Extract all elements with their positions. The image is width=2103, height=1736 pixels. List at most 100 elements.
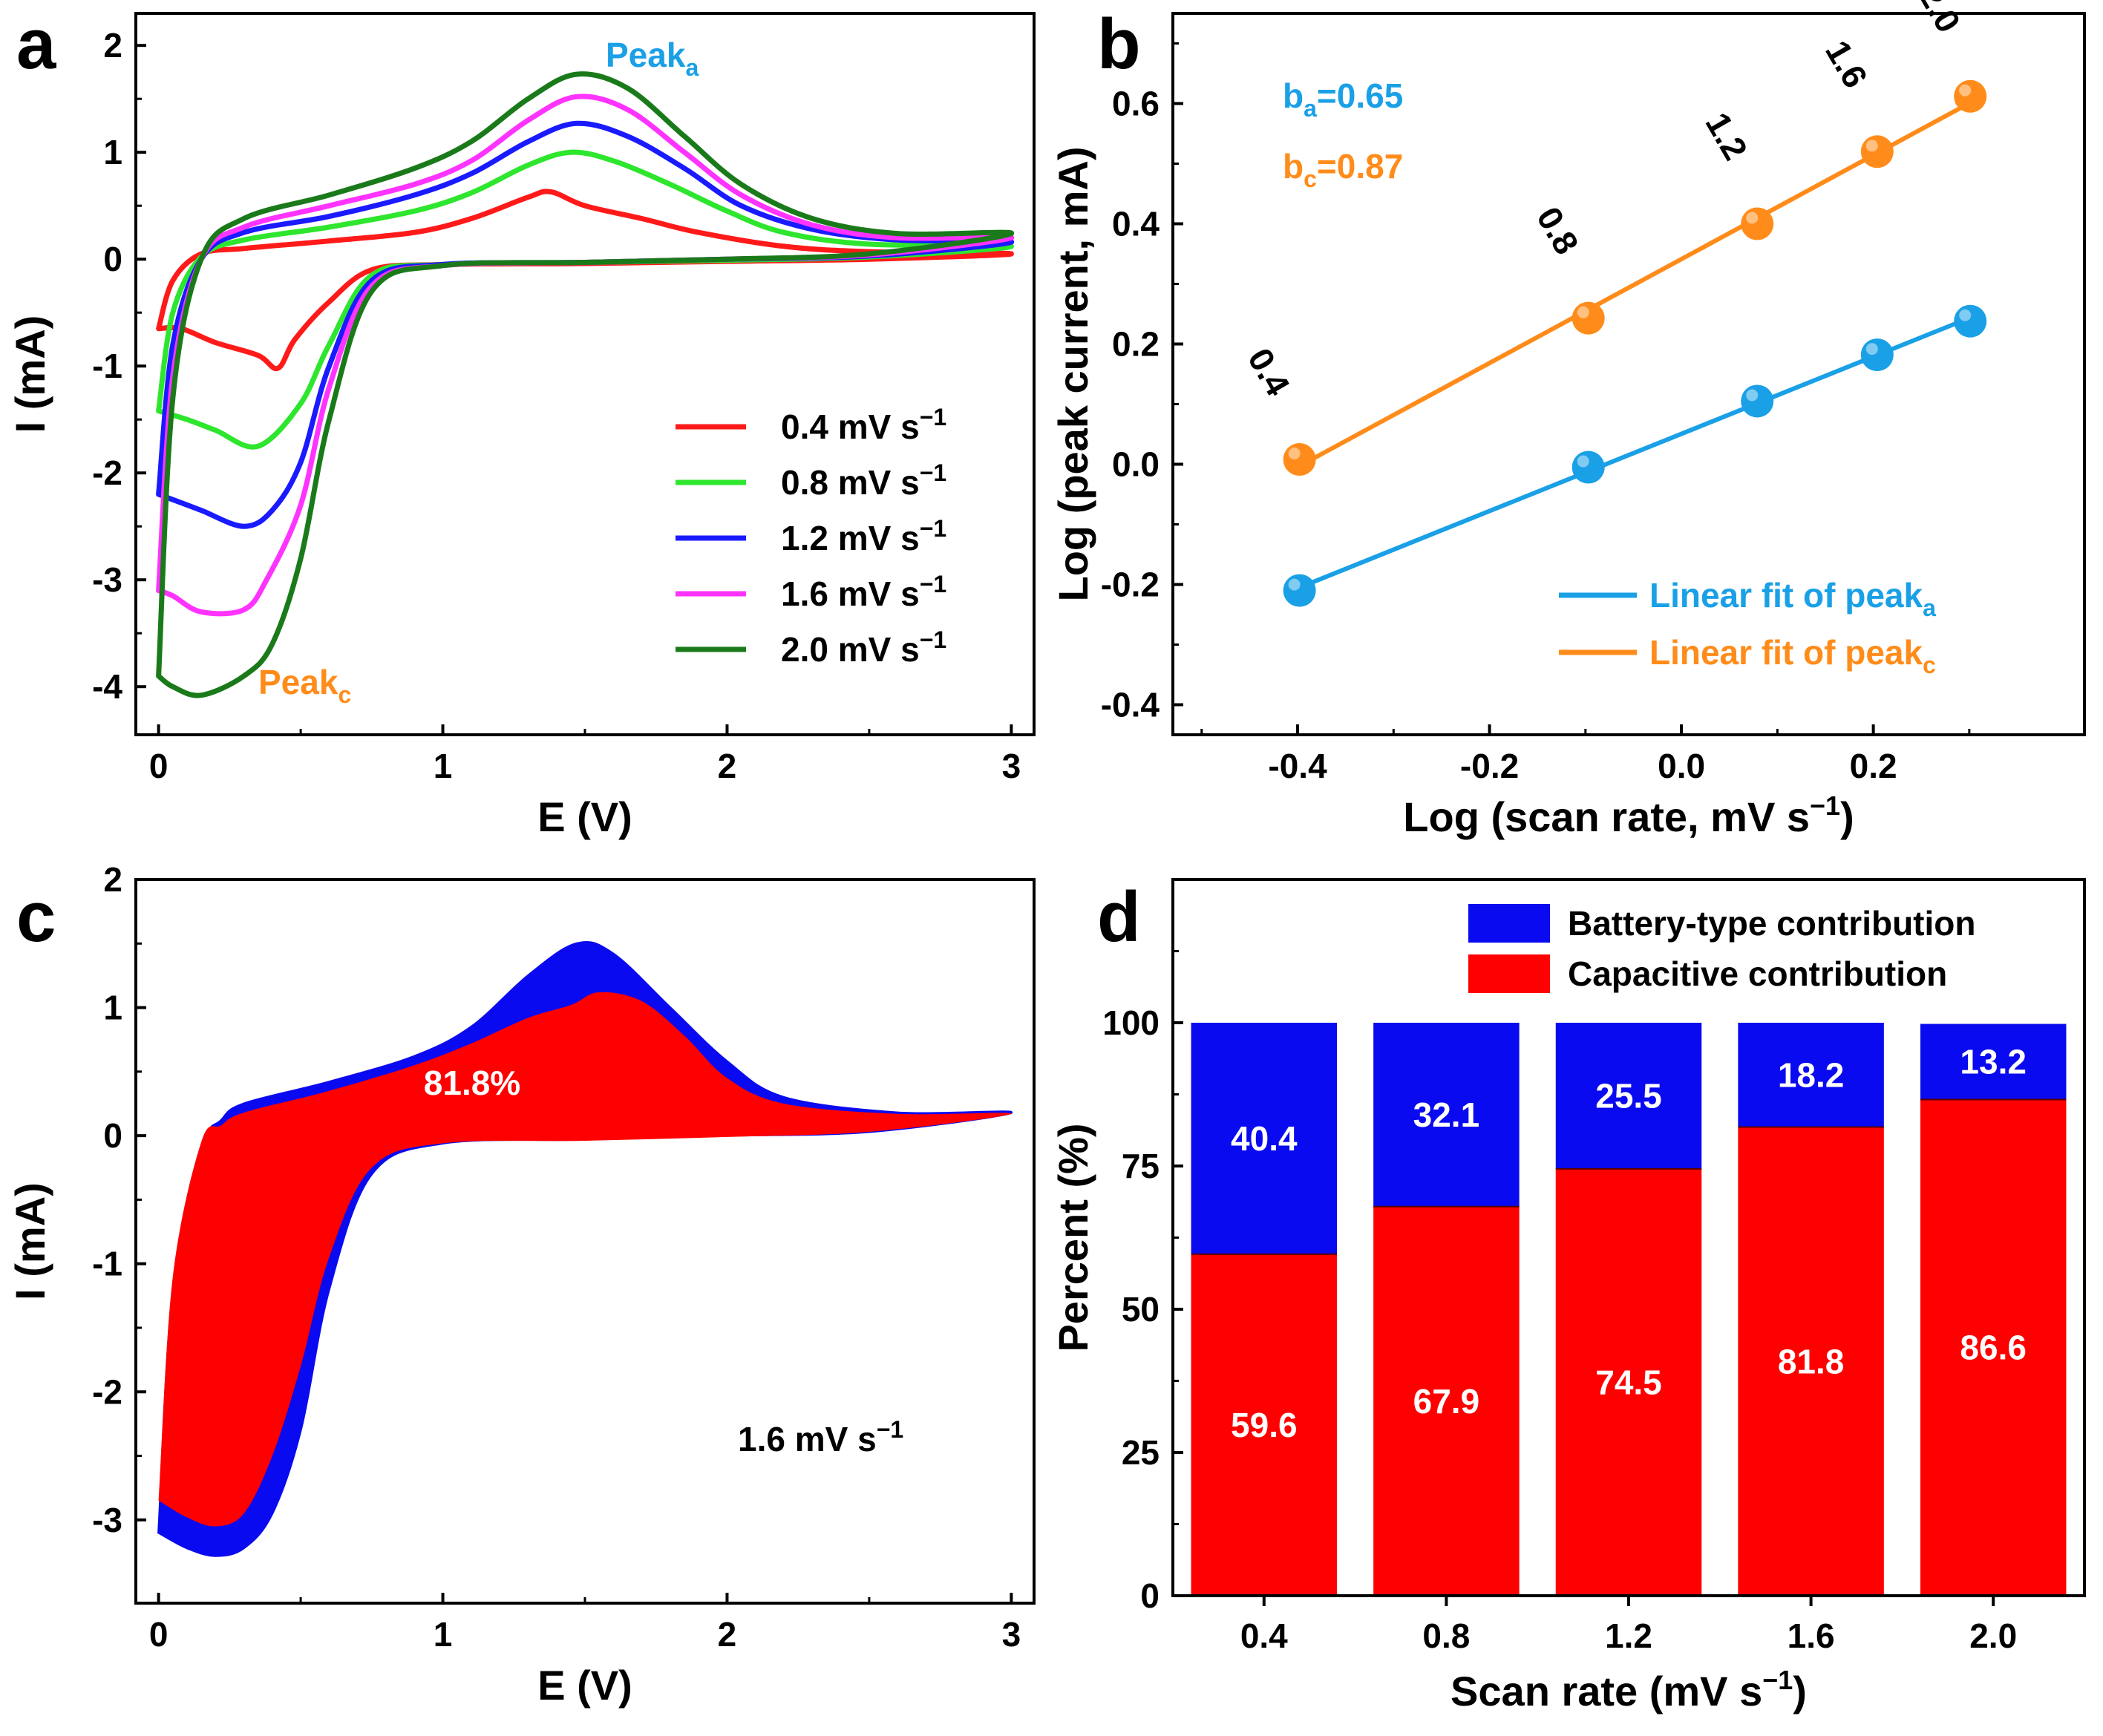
capacitive-bar — [1373, 1206, 1520, 1596]
y-tick-label: -0.2 — [1101, 566, 1160, 604]
legend-label-2: 0.8 mV s−1 — [781, 459, 946, 502]
rate-label: 2.0 — [1911, 0, 1969, 39]
x-axis-title-sup: −1 — [1762, 1665, 1793, 1695]
battery-value-label: 32.1 — [1413, 1095, 1480, 1134]
panel-b-rate-labels: 0.4 0.8 1.2 1.6 2.0 — [1240, 0, 1969, 402]
y-tick-label: 1 — [103, 989, 122, 1027]
panel-d-bars: 59.6 40.4 67.9 32.1 74.5 25.5 81.8 18.2 86.6 13.2 — [1191, 1023, 2067, 1596]
data-point — [1741, 207, 1774, 240]
x-axis-title-end: ) — [1840, 793, 1854, 840]
panel-b-b-a-value: ba=0.65 — [1283, 76, 1403, 122]
panel-d-axes: 0.4 0.8 1.2 1.6 2.0 0 25 50 75 100 Scan rate (mV s… — [1050, 878, 2086, 1714]
panel-b-b-c-value: bc=0.87 — [1283, 147, 1403, 192]
capacitive-bar — [1920, 1099, 2067, 1596]
panel-d-legend: Battery-type contribution Capacitive cont… — [1468, 904, 1975, 993]
rate-label: 0.4 — [1240, 341, 1298, 402]
x-tick-label: 0.8 — [1422, 1617, 1470, 1655]
panel-a-legend: 0.4 mV s−1 0.8 mV s−1 1.2 mV s−1 1.6 mV s−1… — [676, 404, 946, 669]
x-tick-label: 3 — [1002, 747, 1021, 785]
data-point-highlight — [1577, 455, 1589, 468]
rate-label: 1.6 — [1818, 34, 1875, 94]
legend-label-sup: −1 — [920, 626, 946, 653]
panel-label-b: b — [1097, 4, 1141, 84]
x-axis-title: Log (scan rate, mV s−1) — [1403, 790, 1854, 840]
y-tick-label: -1 — [92, 347, 122, 385]
battery-type-bar — [1555, 1023, 1702, 1169]
y-tick-label: 0.0 — [1112, 445, 1160, 484]
panel-b-legend: Linear fit of peaka Linear fit of peakc — [1559, 576, 1936, 678]
data-point-highlight — [1577, 306, 1589, 318]
legend-label-sub: c — [1923, 652, 1936, 678]
data-point-highlight — [1865, 140, 1878, 152]
panel-b-log-fit: -0.4 -0.2 0.0 0.2 -0.4 -0.2 0.0 0.2 0.4 0.6 Log (s… — [1050, 0, 2086, 840]
capacitive-value-label: 74.5 — [1595, 1363, 1662, 1401]
capacitive-value-label: 86.6 — [1960, 1329, 2027, 1367]
panel-a-axes: 0 1 2 3 -4 -3 -2 -1 0 1 2 E (V) I (mA) — [7, 12, 1036, 840]
y-tick-label: -3 — [92, 1501, 122, 1539]
legend-label-3: 1.2 mV s−1 — [781, 515, 946, 557]
data-point-highlight — [1746, 389, 1759, 402]
legend-label-1: Linear fit of peaka — [1649, 576, 1936, 621]
panel-a-cv-curves: 0 1 2 3 -4 -3 -2 -1 0 1 2 E (V) I (mA) Peaka Peakc 0… — [7, 12, 1036, 840]
x-tick-label: 0 — [149, 1615, 169, 1654]
data-point-highlight — [1959, 84, 1972, 96]
y-tick-label: 50 — [1122, 1290, 1160, 1329]
data-point — [1954, 304, 1987, 338]
legend-label-sup: −1 — [920, 404, 946, 430]
capacitive-area — [158, 992, 1012, 1527]
x-tick-label: 2.0 — [1969, 1617, 2017, 1655]
fit-line-series-2 — [1298, 100, 1972, 468]
data-point — [1860, 135, 1894, 168]
x-tick-label: 0.2 — [1850, 747, 1897, 785]
x-tick-label: 1 — [434, 1615, 453, 1654]
panel-c-axes: 0 1 2 3 -3 -2 -1 0 1 2 E (V) I (mA) — [7, 860, 1036, 1709]
x-tick-label: 1.2 — [1605, 1617, 1652, 1655]
y-axis-title: I (mA) — [7, 1182, 53, 1300]
capacitive-value-label: 81.8 — [1778, 1342, 1845, 1380]
y-tick-label: -2 — [92, 453, 122, 492]
y-tick-label: -0.4 — [1101, 686, 1160, 724]
x-tick-label: 2 — [718, 747, 737, 785]
y-tick-label: 0 — [103, 240, 122, 278]
panel-c-areas — [157, 940, 1013, 1557]
data-point-highlight — [1746, 212, 1759, 224]
plot-frame — [1171, 12, 2086, 736]
data-point — [1860, 338, 1894, 372]
panel-d-stacked-bars: 59.6 40.4 67.9 32.1 74.5 25.5 81.8 18.2 86.6 13.2… — [1050, 878, 2086, 1714]
x-axis-title: E (V) — [537, 1662, 632, 1709]
panel-c-contribution-cv: 0 1 2 3 -3 -2 -1 0 1 2 E (V) I (mA) 81.8% 1.6 mV s−… — [7, 860, 1036, 1709]
battery-type-bar — [1738, 1023, 1884, 1127]
y-tick-label: -4 — [92, 667, 122, 706]
panel-a-peak-c-label: Peakc — [258, 663, 351, 708]
panel-c-capacitive-percent: 81.8% — [424, 1064, 520, 1102]
capacitive-value-label: 59.6 — [1231, 1406, 1298, 1444]
y-tick-label: -3 — [92, 560, 122, 599]
panel-label-d: d — [1097, 877, 1141, 957]
y-axis-title: Log (peak current, mA) — [1050, 147, 1096, 602]
panel-label-c: c — [16, 877, 56, 957]
legend-label-1: Battery-type contribution — [1568, 904, 1975, 943]
x-tick-label: 1 — [434, 747, 453, 785]
y-tick-label: 0.6 — [1112, 85, 1160, 123]
legend-label-sup: −1 — [920, 515, 946, 542]
data-point-highlight — [1959, 309, 1972, 321]
legend-label-2: Linear fit of peakc — [1649, 633, 1936, 678]
legend-label-sub: a — [1923, 595, 1936, 621]
x-axis-title: E (V) — [537, 793, 632, 840]
x-axis-title: Scan rate (mV s−1) — [1450, 1665, 1807, 1714]
fit-line-series-1 — [1298, 315, 1972, 590]
x-tick-label: 0 — [149, 747, 169, 785]
cv-curve-series-4 — [156, 94, 1014, 617]
x-tick-label: 0.4 — [1240, 1617, 1288, 1655]
data-point-highlight — [1288, 448, 1301, 460]
legend-label-sup: −1 — [920, 459, 946, 486]
battery-value-label: 18.2 — [1778, 1055, 1845, 1094]
y-tick-label: -1 — [92, 1245, 122, 1283]
legend-label-1: 0.4 mV s−1 — [781, 404, 946, 446]
battery-value-label: 25.5 — [1595, 1076, 1662, 1115]
cv-curve-series-5 — [156, 71, 1014, 698]
data-point-highlight — [1288, 578, 1301, 591]
y-axis-title: I (mA) — [7, 315, 53, 433]
y-tick-label: 0.4 — [1112, 205, 1160, 243]
